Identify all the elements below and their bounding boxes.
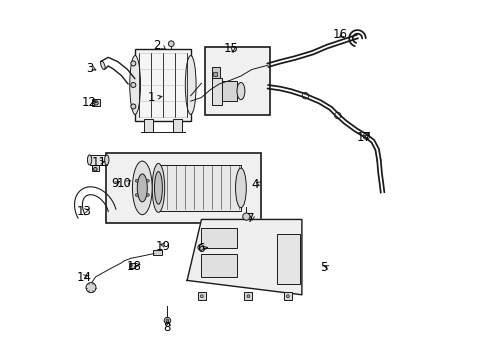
Text: 14: 14 <box>77 271 92 284</box>
Ellipse shape <box>154 172 162 204</box>
Text: 10: 10 <box>117 177 132 190</box>
Bar <box>222 81 236 101</box>
Bar <box>201 253 237 277</box>
Bar <box>129 263 135 267</box>
Ellipse shape <box>237 82 244 100</box>
Circle shape <box>242 213 249 220</box>
Circle shape <box>286 295 289 298</box>
Text: 2: 2 <box>153 39 160 52</box>
Circle shape <box>135 194 138 197</box>
Polygon shape <box>187 220 301 295</box>
Bar <box>284 292 291 300</box>
Circle shape <box>168 41 174 46</box>
Text: 18: 18 <box>127 260 142 273</box>
Circle shape <box>86 283 96 293</box>
Ellipse shape <box>101 61 105 69</box>
Circle shape <box>135 179 138 182</box>
Text: 6: 6 <box>196 242 203 255</box>
Bar <box>198 292 205 300</box>
Bar <box>153 250 162 255</box>
Bar <box>211 67 220 78</box>
Text: 3: 3 <box>86 62 93 75</box>
Circle shape <box>146 194 149 197</box>
Bar <box>92 165 99 171</box>
Bar <box>276 234 300 284</box>
Bar <box>92 99 100 107</box>
Circle shape <box>93 167 97 171</box>
Bar <box>135 49 190 121</box>
Text: 19: 19 <box>155 240 170 253</box>
Circle shape <box>94 101 98 105</box>
Bar <box>212 72 216 76</box>
Text: 5: 5 <box>319 261 326 274</box>
Text: 4: 4 <box>251 178 259 191</box>
Text: 12: 12 <box>82 96 97 109</box>
Ellipse shape <box>129 55 140 114</box>
Circle shape <box>164 318 170 324</box>
Bar <box>204 47 269 116</box>
Bar <box>106 153 260 223</box>
Bar <box>144 119 153 132</box>
Circle shape <box>200 295 203 298</box>
Bar <box>156 165 241 211</box>
Bar <box>89 155 106 165</box>
Bar <box>201 228 237 248</box>
Text: 7: 7 <box>247 212 254 225</box>
Circle shape <box>131 104 136 109</box>
Ellipse shape <box>235 168 246 208</box>
Ellipse shape <box>137 174 147 202</box>
Text: 11: 11 <box>92 156 106 169</box>
Ellipse shape <box>185 55 196 114</box>
Bar <box>244 292 252 300</box>
Ellipse shape <box>132 161 152 215</box>
Circle shape <box>246 295 249 298</box>
Circle shape <box>131 82 136 87</box>
Circle shape <box>131 61 136 66</box>
Ellipse shape <box>87 155 92 165</box>
Text: 8: 8 <box>163 321 171 334</box>
Circle shape <box>129 264 132 267</box>
Text: 16: 16 <box>332 28 347 41</box>
Circle shape <box>198 244 203 250</box>
Bar <box>172 119 182 132</box>
Circle shape <box>146 179 149 182</box>
Text: 9: 9 <box>111 177 118 190</box>
Circle shape <box>165 319 168 322</box>
Text: 13: 13 <box>77 205 91 218</box>
Text: 1: 1 <box>147 91 155 104</box>
Text: 17: 17 <box>356 131 371 144</box>
Text: 15: 15 <box>223 41 238 54</box>
Ellipse shape <box>104 155 109 165</box>
Bar <box>211 78 222 105</box>
Ellipse shape <box>152 163 164 212</box>
